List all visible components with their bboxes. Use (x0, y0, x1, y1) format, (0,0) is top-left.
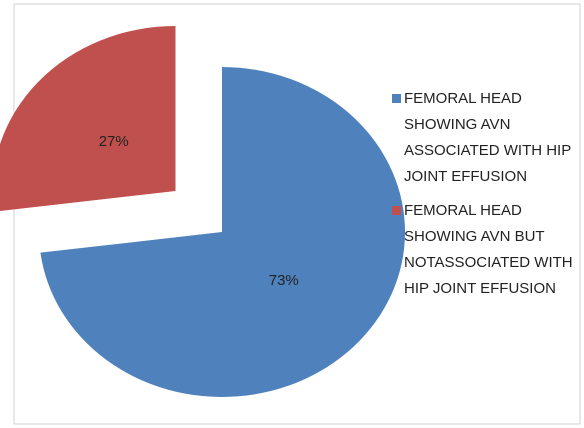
legend-entry: FEMORAL HEAD SHOWING AVN BUT NOTASSOCIAT… (392, 198, 574, 302)
legend-label: FEMORAL HEAD SHOWING AVN BUT NOTASSOCIAT… (404, 202, 573, 297)
data-label: 27% (99, 133, 129, 150)
legend-entry: FEMORAL HEAD SHOWING AVN ASSOCIATED WITH… (392, 86, 574, 190)
legend-swatch (392, 206, 401, 215)
data-label: 73% (269, 272, 299, 289)
legend-label: FEMORAL HEAD SHOWING AVN ASSOCIATED WITH… (404, 90, 571, 185)
pie-slice (0, 25, 176, 211)
legend-swatch (392, 94, 401, 103)
pie-slice (40, 67, 406, 397)
